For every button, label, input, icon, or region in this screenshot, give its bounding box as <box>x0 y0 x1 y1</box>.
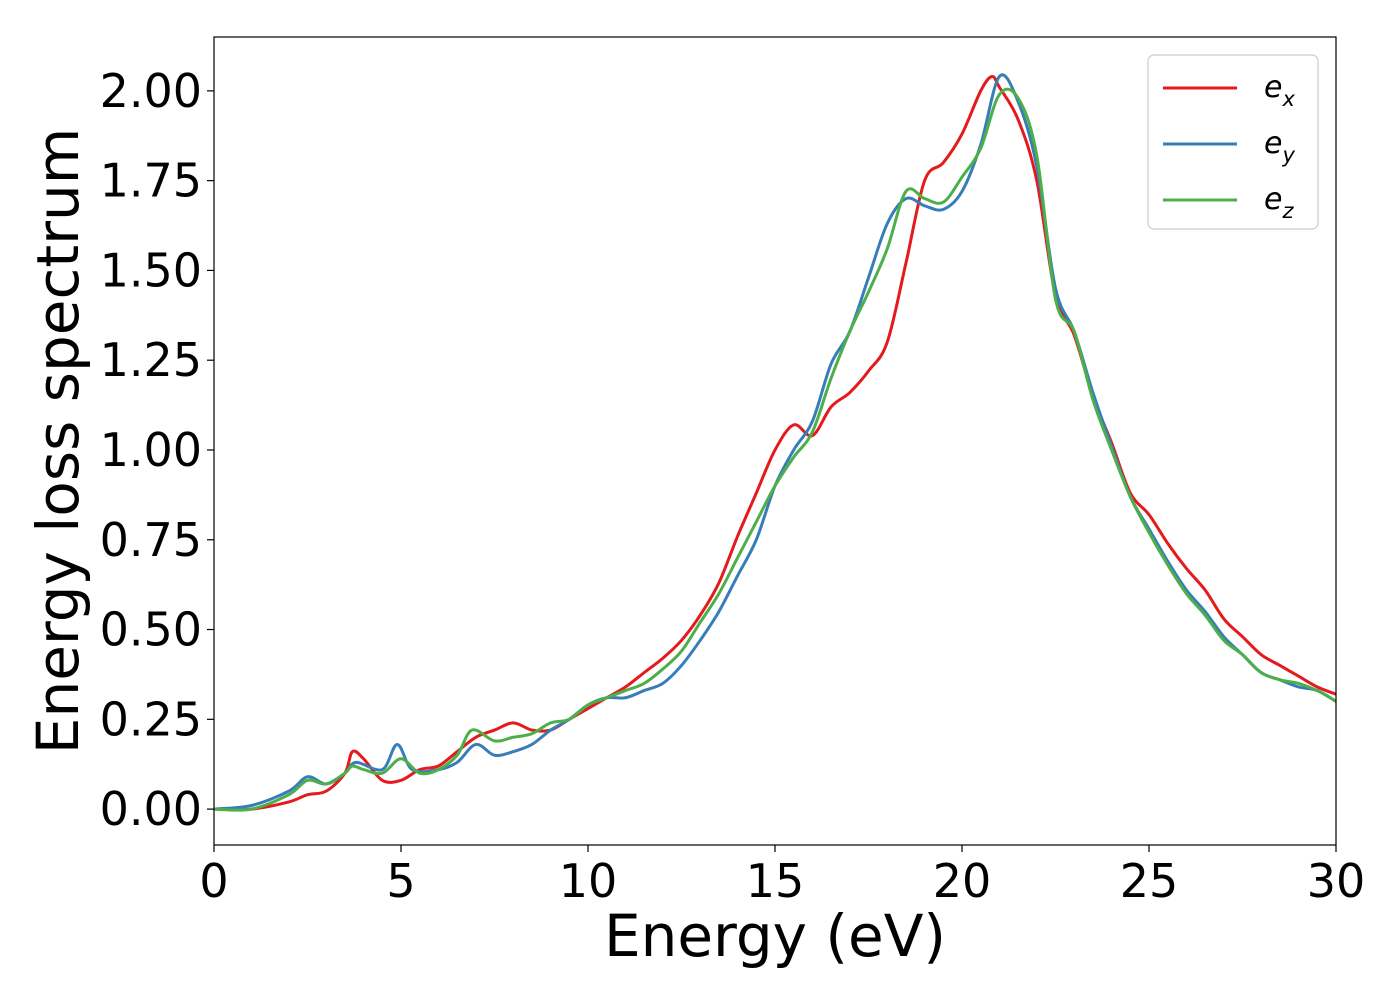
legend-label-x: ex <box>1264 70 1295 111</box>
legend-label-y: ey <box>1264 126 1295 167</box>
legend: ex ey ez <box>1147 54 1319 230</box>
legend-label-z: ez <box>1264 182 1294 223</box>
series-line-x <box>214 74 1336 812</box>
y-tick-label: 0.00 <box>100 782 202 836</box>
y-tick-label: 2.00 <box>100 64 202 118</box>
legend-box <box>1147 54 1319 230</box>
x-tick-label: 20 <box>933 854 992 908</box>
x-axis: 0 5 10 15 20 25 30 <box>199 845 1365 908</box>
x-tick-label: 0 <box>199 854 228 908</box>
x-axis-title: Energy (eV) <box>604 902 946 970</box>
y-tick-label: 1.50 <box>100 243 202 297</box>
y-tick-label: 0.50 <box>100 603 202 657</box>
x-tick-label: 25 <box>1120 854 1179 908</box>
y-tick-label: 1.75 <box>100 154 202 208</box>
x-tick-label: 10 <box>559 854 618 908</box>
y-tick-label: 0.75 <box>100 513 202 567</box>
x-tick-label: 5 <box>386 854 415 908</box>
y-tick-label: 0.25 <box>100 692 202 746</box>
series-layer <box>214 73 1336 812</box>
y-axis-title: Energy loss spectrum <box>24 128 92 754</box>
series-line-z <box>214 87 1336 812</box>
x-tick-label: 30 <box>1307 854 1366 908</box>
y-tick-label: 1.25 <box>100 333 202 387</box>
y-tick-label: 1.00 <box>100 423 202 477</box>
x-tick-label: 15 <box>746 854 805 908</box>
y-axis: 0.00 0.25 0.50 0.75 1.00 1.25 1.50 1.75 2.00 <box>100 64 214 836</box>
